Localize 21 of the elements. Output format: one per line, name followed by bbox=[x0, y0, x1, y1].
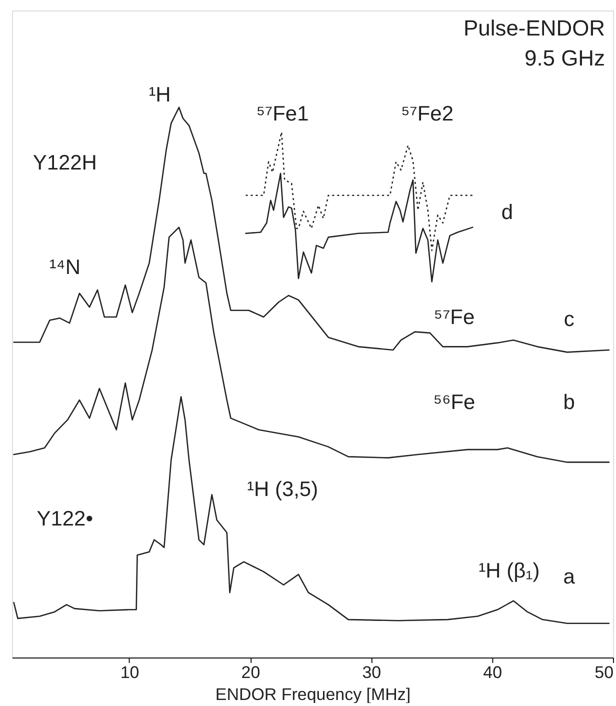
annotation: Y122H bbox=[32, 151, 97, 174]
annotation: ⁵⁷Fe1 bbox=[256, 102, 309, 126]
x-tick-label: 10 bbox=[120, 662, 140, 682]
x-tick-label: 20 bbox=[241, 662, 260, 682]
x-tick-label: 50 bbox=[594, 662, 614, 682]
annotation: d bbox=[501, 201, 514, 224]
annotation: Y122• bbox=[36, 508, 94, 531]
annotation: ⁵⁷Fe2 bbox=[401, 102, 454, 126]
annotation: b bbox=[563, 390, 575, 414]
x-tick-label: 40 bbox=[483, 662, 502, 682]
x-tick-label: 30 bbox=[362, 662, 382, 682]
annotation: ¹H (β₁) bbox=[478, 560, 540, 583]
annotation: c bbox=[564, 308, 574, 332]
annotation: a bbox=[563, 566, 576, 589]
text: Pulse-ENDOR bbox=[464, 16, 606, 41]
annotation: ¹⁴N bbox=[49, 256, 80, 280]
text: 9.5 GHz bbox=[524, 45, 606, 70]
annotation: ⁵⁶Fe bbox=[433, 390, 476, 414]
annotation: ⁵⁷Fe bbox=[434, 306, 475, 330]
annotation: ¹H (3,5) bbox=[247, 478, 318, 501]
text: ¹H bbox=[148, 83, 171, 106]
